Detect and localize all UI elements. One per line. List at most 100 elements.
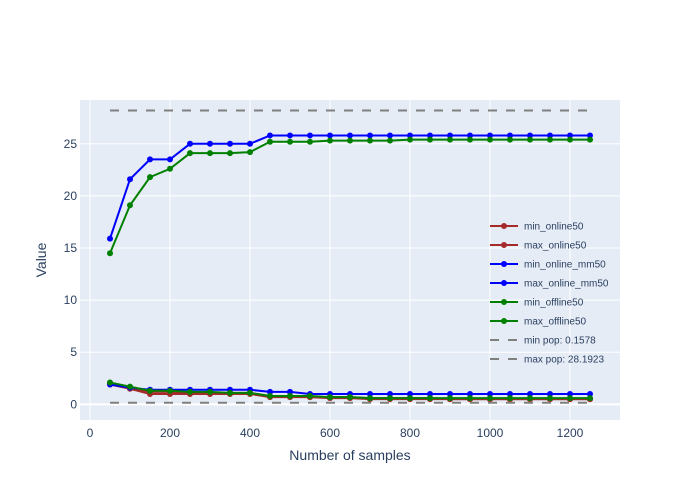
data-point: [367, 132, 373, 139]
data-point: [587, 390, 593, 397]
legend-marker: [501, 318, 507, 324]
data-point: [527, 395, 533, 402]
data-point: [507, 132, 513, 139]
legend-item: min_online_mm50: [490, 260, 606, 271]
data-point: [547, 390, 553, 397]
data-point: [507, 390, 513, 397]
data-point: [247, 140, 253, 147]
data-point: [547, 132, 553, 139]
data-point: [207, 388, 213, 395]
data-point: [567, 136, 573, 143]
data-point: [287, 132, 293, 139]
data-point: [467, 390, 473, 397]
data-point: [107, 250, 113, 257]
data-point: [467, 136, 473, 143]
data-point: [547, 395, 553, 402]
data-point: [247, 389, 253, 396]
data-point: [447, 395, 453, 402]
data-point: [187, 150, 193, 157]
data-point: [427, 132, 433, 139]
data-point: [407, 136, 413, 143]
data-point: [347, 132, 353, 139]
data-point: [427, 390, 433, 397]
data-point: [167, 156, 173, 163]
data-point: [187, 140, 193, 147]
x-tick-label: 800: [400, 426, 420, 440]
data-point: [487, 132, 493, 139]
data-point: [147, 174, 153, 181]
x-tick-label: 1000: [477, 426, 504, 440]
data-point: [327, 132, 333, 139]
data-point: [387, 137, 393, 144]
data-point: [487, 395, 493, 402]
data-point: [147, 156, 153, 163]
data-point: [387, 395, 393, 402]
data-point: [387, 390, 393, 397]
data-point: [427, 136, 433, 143]
legend-marker: [501, 261, 507, 267]
data-point: [507, 136, 513, 143]
series-max-offline50: [107, 136, 593, 257]
data-point: [427, 395, 433, 402]
data-point: [587, 395, 593, 402]
data-point: [407, 132, 413, 139]
x-axis-title: Number of samples: [289, 447, 410, 463]
data-point: [287, 388, 293, 395]
data-point: [587, 132, 593, 139]
legend-item: max pop: 28.1923: [490, 355, 604, 366]
data-point: [127, 176, 133, 183]
data-point: [347, 394, 353, 401]
x-tick-label: 1200: [557, 426, 584, 440]
data-point: [367, 390, 373, 397]
legend-marker: [501, 299, 507, 305]
data-point: [567, 390, 573, 397]
data-point: [227, 389, 233, 396]
legend-label: min_online50: [524, 222, 584, 233]
y-axis-title: Value: [33, 242, 49, 277]
data-point: [227, 150, 233, 157]
legend-marker: [501, 242, 507, 248]
data-point: [287, 393, 293, 400]
data-point: [407, 390, 413, 397]
y-tick-label: 0: [70, 397, 77, 411]
data-point: [307, 138, 313, 145]
y-tick-label: 25: [64, 137, 78, 151]
data-point: [527, 136, 533, 143]
data-point: [547, 136, 553, 143]
data-point: [267, 132, 273, 139]
data-point: [367, 395, 373, 402]
legend-label: max_online_mm50: [524, 279, 609, 290]
legend-label: max pop: 28.1923: [524, 355, 604, 366]
data-point: [567, 132, 573, 139]
tick-labels: 0 200 400 600 800 1000 1200 0 5 10 15 20 25: [64, 137, 584, 440]
data-point: [447, 136, 453, 143]
x-tick-label: 0: [87, 426, 94, 440]
data-point: [587, 136, 593, 143]
legend: min_online50 max_online50 min_online_mm50m…: [490, 222, 609, 366]
x-tick-label: 600: [320, 426, 340, 440]
data-point: [487, 390, 493, 397]
legend-marker: [501, 223, 507, 229]
data-point: [207, 150, 213, 157]
data-point: [407, 395, 413, 402]
data-point: [527, 390, 533, 397]
data-point: [447, 132, 453, 139]
y-tick-label: 10: [64, 293, 78, 307]
data-point: [147, 387, 153, 394]
data-point: [327, 394, 333, 401]
legend-item: min pop: 0.1578: [490, 336, 596, 347]
data-point: [267, 393, 273, 400]
data-point: [487, 136, 493, 143]
legend-label: max_offline50: [524, 317, 587, 328]
data-point: [187, 388, 193, 395]
series-min-offline50: [107, 379, 593, 402]
legend-item: max_online_mm50: [490, 279, 609, 290]
data-point: [127, 202, 133, 209]
data-point: [207, 140, 213, 147]
legend-label: min_offline50: [524, 298, 584, 309]
data-point: [307, 132, 313, 139]
data-point: [227, 140, 233, 147]
data-point: [287, 138, 293, 145]
